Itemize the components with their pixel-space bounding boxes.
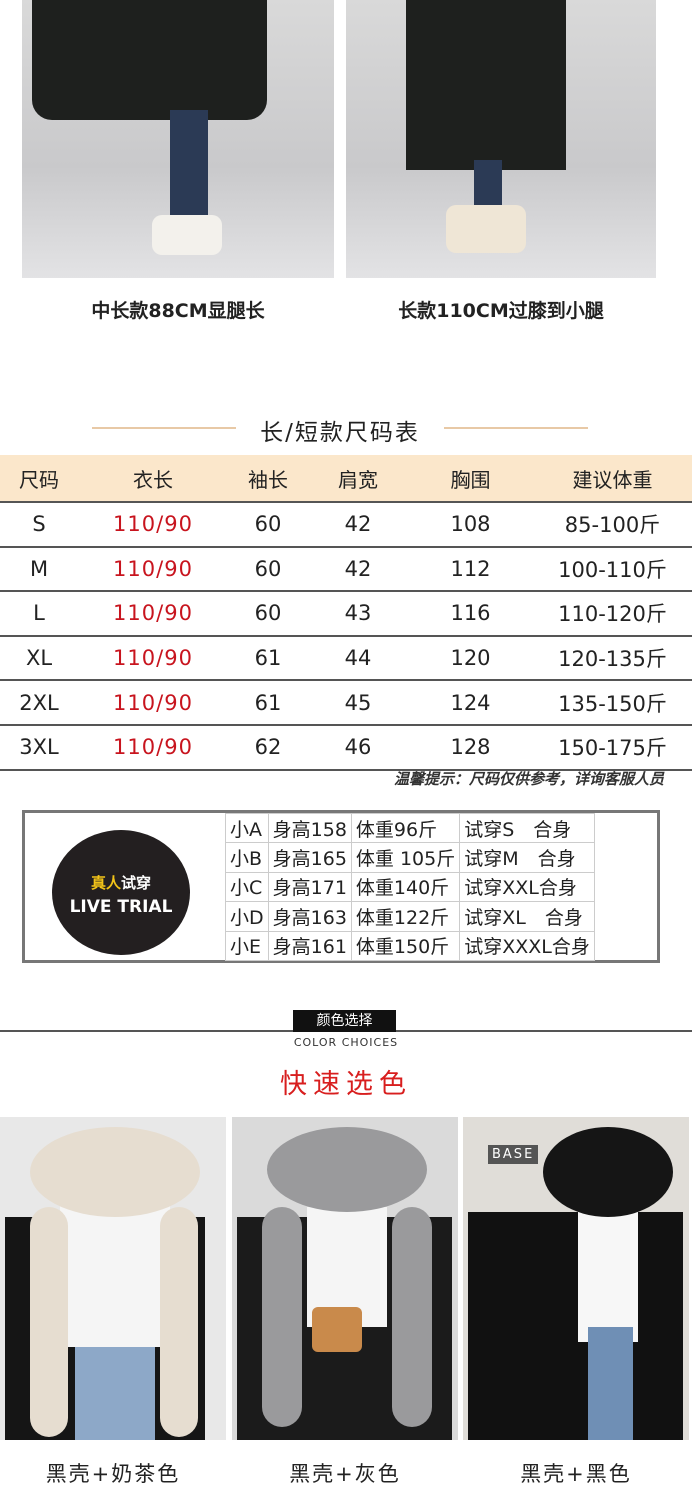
size-cell: 110/90 — [113, 646, 193, 671]
size-cell: XL — [25, 646, 53, 671]
header-cell: 胸围 — [450, 467, 491, 492]
trial-cell: 身高165 — [267, 842, 352, 873]
size-row: L 110/90 60 43 116 110-120斤 — [0, 592, 692, 637]
size-cell: 61 — [254, 690, 282, 715]
header-cell: 衣长 — [133, 467, 173, 492]
trial-row: 小E 身高161 体重150斤 试穿XXXL合身 — [225, 930, 595, 961]
size-cell: 124 — [450, 690, 491, 715]
header-cell: 建议体重 — [572, 467, 653, 492]
live-trial-badge: 真人试穿 LIVE TRIAL — [52, 830, 190, 955]
size-cell: 150-175斤 — [558, 736, 667, 761]
trial-cell: 体重140斤 — [350, 871, 461, 903]
size-cell: 62 — [254, 735, 282, 760]
size-cell: 60 — [254, 512, 282, 537]
size-cell: 110/90 — [113, 735, 193, 760]
size-cell: 61 — [254, 646, 282, 671]
size-cell: 110-120斤 — [558, 602, 667, 627]
size-cell: 2XL — [19, 690, 59, 715]
color-label-en: COLOR CHOICES — [293, 1036, 399, 1049]
size-row: XL 110/90 61 44 120 120-135斤 — [0, 637, 692, 682]
trial-cell: 体重150斤 — [350, 930, 461, 961]
color-photo-milk-tea[interactable] — [0, 1117, 226, 1440]
trial-cell: 试穿M 合身 — [459, 842, 595, 873]
color-caption-gray: 黑壳+灰色 — [289, 1462, 401, 1486]
size-cell: 3XL — [19, 735, 59, 760]
title-divider-right — [444, 427, 588, 429]
color-caption-black: 黑壳+黑色 — [520, 1462, 632, 1486]
size-chart-title: 长/短款尺码表 — [260, 420, 420, 446]
size-cell: 110/90 — [113, 601, 193, 626]
size-cell: 100-110斤 — [558, 557, 667, 582]
size-chart-table: 尺码 衣长 袖长 肩宽 胸围 建议体重 S 110/90 60 42 108 85-100… — [0, 455, 692, 771]
size-row: S 110/90 60 42 108 85-100斤 — [0, 503, 692, 548]
trial-cell: 身高163 — [267, 901, 352, 932]
trial-cell: 身高171 — [267, 871, 352, 903]
trial-cell: 体重 105斤 — [350, 842, 461, 873]
live-trial-box: 真人试穿 LIVE TRIAL 小A 身高158 体重96斤 试穿S 合身 小B 身高16… — [22, 810, 660, 963]
size-cell: 60 — [254, 556, 282, 581]
color-label-cn: 颜色选择 — [293, 1010, 396, 1032]
badge-highlight: 真人 — [90, 874, 121, 892]
trial-cell: 试穿XXL合身 — [459, 871, 595, 903]
size-cell: 43 — [344, 601, 372, 626]
trial-row: 小C 身高171 体重140斤 试穿XXL合身 — [225, 871, 595, 903]
size-cell: 60 — [254, 601, 282, 626]
badge-cn: 试穿 — [121, 874, 152, 892]
trial-cell: 试穿S 合身 — [459, 812, 595, 844]
size-chart-header: 尺码 衣长 袖长 肩宽 胸围 建议体重 — [0, 455, 692, 503]
trial-cell: 小D — [225, 901, 269, 932]
header-cell: 袖长 — [248, 467, 288, 492]
header-cell: 尺码 — [19, 467, 59, 492]
size-cell: 112 — [450, 556, 491, 581]
size-cell: 42 — [344, 556, 372, 581]
photo-long-length — [346, 0, 656, 278]
caption-long-length: 长款110CM过膝到小腿 — [398, 300, 604, 322]
size-cell: 128 — [450, 735, 491, 760]
size-cell: S — [32, 512, 46, 537]
size-cell: 116 — [450, 601, 491, 626]
color-photo-black[interactable]: BASE — [463, 1117, 689, 1440]
size-cell: M — [29, 556, 49, 581]
size-note: 温馨提示：尺码仅供参考，详询客服人员 — [393, 770, 664, 788]
color-title: 快速选色 — [280, 1069, 412, 1100]
trial-cell: 试穿XL 合身 — [459, 901, 595, 932]
size-cell: 45 — [344, 690, 372, 715]
title-divider-left — [92, 427, 236, 429]
header-cell: 肩宽 — [338, 467, 378, 492]
trial-cell: 小B — [225, 842, 269, 873]
badge-en: LIVE TRIAL — [69, 897, 173, 917]
size-cell: 46 — [344, 735, 372, 760]
trial-cell: 小E — [225, 930, 269, 961]
size-cell: 44 — [344, 646, 372, 671]
trial-cell: 体重122斤 — [350, 901, 461, 932]
trial-cell: 身高161 — [267, 930, 352, 961]
trial-row: 小A 身高158 体重96斤 试穿S 合身 — [225, 812, 595, 844]
color-caption-milk-tea: 黑壳+奶茶色 — [45, 1462, 181, 1486]
color-photo-gray[interactable] — [232, 1117, 458, 1440]
caption-mid-length: 中长款88CM显腿长 — [91, 300, 265, 322]
size-cell: 108 — [450, 512, 491, 537]
sign-text: BASE — [488, 1145, 539, 1164]
size-cell: 85-100斤 — [564, 513, 661, 538]
size-cell: 110/90 — [113, 512, 193, 537]
size-cell: 120-135斤 — [558, 647, 667, 672]
trial-cell: 体重96斤 — [350, 812, 461, 844]
size-row: M 110/90 60 42 112 100-110斤 — [0, 548, 692, 593]
trial-row: 小D 身高163 体重122斤 试穿XL 合身 — [225, 901, 595, 932]
trial-cell: 身高158 — [267, 812, 352, 844]
size-cell: 42 — [344, 512, 372, 537]
size-row: 2XL 110/90 61 45 124 135-150斤 — [0, 681, 692, 726]
trial-cell: 试穿XXXL合身 — [459, 930, 595, 961]
trial-table: 小A 身高158 体重96斤 试穿S 合身 小B 身高165 体重 105斤 试穿M 合身 小C… — [225, 812, 595, 961]
size-cell: 110/90 — [113, 690, 193, 715]
trial-cell: 小C — [225, 871, 269, 903]
size-cell: 110/90 — [113, 556, 193, 581]
size-cell: 135-150斤 — [558, 691, 667, 716]
photo-mid-length — [22, 0, 334, 278]
size-cell: 120 — [450, 646, 491, 671]
size-row: 3XL 110/90 62 46 128 150-175斤 — [0, 726, 692, 771]
size-cell: L — [33, 601, 45, 626]
trial-cell: 小A — [225, 812, 269, 844]
trial-row: 小B 身高165 体重 105斤 试穿M 合身 — [225, 842, 595, 873]
